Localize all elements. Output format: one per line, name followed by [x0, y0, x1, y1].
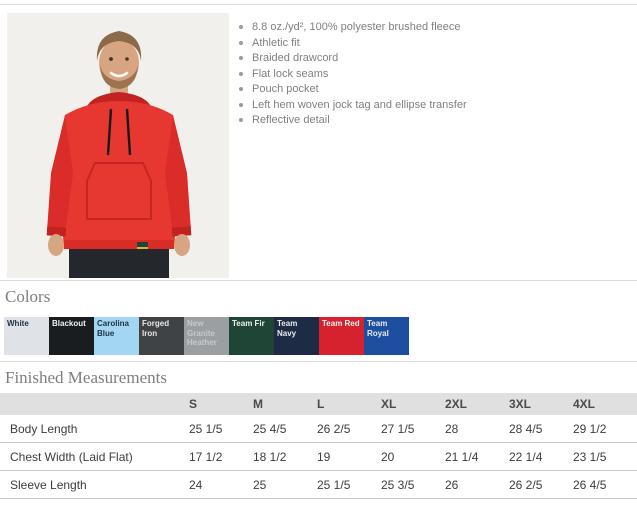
- measurement-value: 29 1/2: [573, 415, 637, 443]
- color-swatch-team-navy[interactable]: Team Navy: [274, 317, 319, 355]
- measurement-row-label: Body Length: [0, 415, 189, 443]
- color-swatch-label: Forged Iron: [142, 319, 170, 338]
- feature-text: Pouch pocket: [252, 83, 319, 95]
- color-swatch-team-royal[interactable]: Team Royal: [364, 317, 409, 355]
- measurement-value: 19: [317, 442, 381, 471]
- product-section: 8.8 oz./yd², 100% polyester brushed flee…: [7, 13, 637, 278]
- colors-section-divider: [0, 280, 637, 281]
- model-red-hoodie-illustration: [7, 13, 229, 278]
- feature-text: Flat lock seams: [252, 67, 329, 80]
- measurement-value: 20: [381, 442, 445, 471]
- bullet-icon: [239, 71, 243, 76]
- color-swatch-label: Team Navy: [277, 319, 298, 338]
- measurement-value: 26: [445, 470, 509, 499]
- measurement-value: 23 1/5: [573, 442, 637, 471]
- color-swatch-forged-iron[interactable]: Forged Iron: [139, 317, 184, 355]
- color-swatch-label: Team Red: [322, 319, 360, 328]
- measurement-value: 21 1/4: [445, 442, 509, 471]
- measurement-value: 26 4/5: [573, 470, 637, 499]
- measurement-value: 25 1/5: [189, 415, 253, 443]
- measurement-value: 28 4/5: [509, 415, 573, 443]
- feature-item: Pouch pocket: [239, 82, 467, 98]
- measurements-table: S M L XL 2XL 3XL 4XL Body Length 25 1/5 25 4/5 26…: [0, 393, 637, 499]
- feature-item: 8.8 oz./yd², 100% polyester brushed flee…: [239, 20, 467, 36]
- size-column-header: 3XL: [509, 393, 573, 415]
- size-column-header: M: [253, 393, 317, 415]
- feature-text: Braided drawcord: [252, 52, 339, 64]
- size-column-header: 2XL: [445, 393, 509, 415]
- color-swatch-label: Carolina Blue: [97, 319, 130, 338]
- bullet-icon: [239, 56, 243, 60]
- color-swatch-carolina-blue[interactable]: Carolina Blue: [94, 317, 139, 355]
- measurement-value: 25 1/5: [317, 470, 381, 499]
- measurement-value: 28: [445, 415, 509, 443]
- bullet-icon: [239, 87, 243, 91]
- measurements-table-body: Body Length 25 1/5 25 4/5 26 2/5 27 1/5 28 28 …: [0, 415, 637, 499]
- feature-text: 8.8 oz./yd², 100% polyester brushed flee…: [252, 21, 461, 33]
- measurement-value: 22 1/4: [509, 442, 573, 471]
- size-column-header: L: [317, 393, 381, 415]
- bullet-icon: [239, 40, 243, 45]
- size-column-header: S: [189, 393, 253, 415]
- product-photo[interactable]: [7, 13, 229, 278]
- colors-heading: Colors: [5, 287, 51, 306]
- measurement-row-label: Sleeve Length: [0, 470, 189, 499]
- measurement-value: 24: [189, 470, 253, 499]
- color-swatch-label: New Granite Heather: [187, 319, 217, 347]
- bullet-icon: [239, 118, 243, 122]
- measurement-value: 26 2/5: [509, 470, 573, 499]
- color-swatch-label: Blackout: [52, 319, 86, 328]
- bullet-icon: [239, 25, 243, 29]
- color-swatch-new-granite-heather[interactable]: New Granite Heather: [184, 317, 229, 355]
- measurement-value: 25 4/5: [253, 415, 317, 443]
- color-swatch-row: White Blackout Carolina Blue Forged Iron New…: [4, 317, 637, 355]
- feature-text: Reflective detail: [252, 114, 330, 126]
- color-swatch-blackout[interactable]: Blackout: [49, 317, 94, 355]
- size-column-header: 4XL: [573, 393, 637, 415]
- measurement-value: 25 3/5: [381, 470, 445, 499]
- measurement-value: 17 1/2: [189, 442, 253, 471]
- feature-text: Athletic fit: [252, 36, 300, 49]
- size-column-header: XL: [381, 393, 445, 415]
- measurement-value: 27 1/5: [381, 415, 445, 443]
- color-swatch-label: White: [7, 319, 29, 328]
- color-swatch-label: Team Fir: [232, 319, 265, 328]
- color-swatch-team-fir[interactable]: Team Fir: [229, 317, 274, 355]
- color-swatch-white[interactable]: White: [4, 317, 49, 355]
- feature-item: Braided drawcord: [239, 51, 467, 67]
- feature-item: Athletic fit: [239, 36, 467, 52]
- measurement-value: 25: [253, 470, 317, 499]
- finished-measurements-heading: Finished Measurements: [5, 368, 167, 387]
- table-row: Chest Width (Laid Flat) 17 1/2 18 1/2 19 20 2…: [0, 442, 637, 471]
- feature-item: Flat lock seams: [239, 67, 467, 83]
- feature-list: 8.8 oz./yd², 100% polyester brushed flee…: [229, 13, 467, 278]
- size-header-row: S M L XL 2XL 3XL 4XL: [0, 393, 637, 415]
- color-swatch-team-red[interactable]: Team Red: [319, 317, 364, 355]
- measurement-value: 18 1/2: [253, 442, 317, 471]
- color-swatch-label: Team Royal: [367, 319, 389, 338]
- measurements-section-divider: [0, 361, 637, 362]
- top-divider: [0, 4, 637, 5]
- feature-item: Reflective detail: [239, 113, 467, 129]
- measurement-value: 26 2/5: [317, 415, 381, 443]
- table-row: Body Length 25 1/5 25 4/5 26 2/5 27 1/5 28 28 …: [0, 415, 637, 443]
- bullet-icon: [239, 102, 243, 107]
- feature-text: Left hem woven jock tag and ellipse tran…: [252, 98, 467, 111]
- measurement-row-label: Chest Width (Laid Flat): [0, 442, 189, 471]
- feature-item: Left hem woven jock tag and ellipse tran…: [239, 98, 467, 114]
- table-row: Sleeve Length 24 25 25 1/5 25 3/5 26 26 2/5 26 …: [0, 470, 637, 499]
- empty-header-cell: [0, 393, 189, 415]
